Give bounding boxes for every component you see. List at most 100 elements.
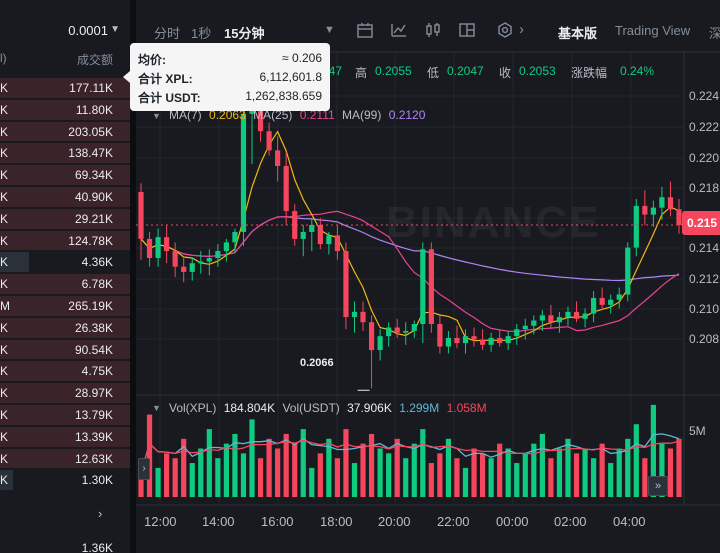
list-item: K 4.36K [0, 251, 130, 273]
volume-bar [232, 433, 238, 497]
vol-ma-red-value: 1.058M [446, 401, 487, 415]
current-price-tag: 0.215 [682, 211, 720, 235]
volume-bar [667, 448, 674, 497]
depth-bar [0, 230, 130, 251]
vol-collapse-icon[interactable]: ▼ [152, 403, 161, 413]
trade-amount: 203.05K [68, 124, 113, 139]
panel-divider[interactable] [130, 0, 136, 553]
trade-amount: 69.34K [74, 168, 113, 183]
vol-xpl-value: 184.804K [223, 401, 276, 415]
calendar-icon[interactable] [356, 21, 374, 39]
volume-bar [283, 433, 289, 497]
candle [573, 311, 580, 319]
volume-bar [445, 438, 452, 497]
column-header-quantity: l) [0, 51, 7, 65]
candle [360, 311, 366, 323]
trade-amount: 1.36K [81, 541, 113, 553]
trade-amount: 6.78K [81, 277, 113, 292]
candle [616, 294, 622, 300]
volume-bar [420, 429, 426, 497]
trade-amount: 4.75K [81, 364, 113, 379]
depth-bar [0, 99, 130, 120]
scroll-left-button[interactable]: › [138, 458, 150, 480]
trade-unit: M [0, 298, 10, 313]
tab-1s[interactable]: 1秒 [191, 26, 212, 41]
precision-selector[interactable]: 0.0001 ▼ [0, 20, 130, 42]
list-item: K 124.78K [0, 230, 130, 252]
volume-bar [625, 438, 631, 497]
x-axis-label: 02:00 [554, 514, 587, 529]
trade-amount: 40.90K [74, 189, 113, 204]
tab-time[interactable]: 分时 [154, 26, 181, 41]
candle [292, 211, 298, 239]
candle [625, 247, 631, 295]
candle [283, 165, 289, 212]
candle [317, 225, 323, 245]
candle [659, 197, 665, 208]
tab-depth[interactable]: 深 [709, 26, 720, 41]
chevron-right-icon[interactable]: › [98, 506, 103, 521]
volume-bar [257, 458, 264, 497]
trade-amount: 265.19K [68, 298, 113, 313]
candle [642, 205, 648, 215]
list-item: K 26.38K [0, 317, 130, 339]
volume-bar [522, 453, 528, 497]
volume-bar [676, 438, 682, 497]
volume-bar [240, 453, 247, 497]
candle [386, 327, 392, 337]
volume-axis-label: 5M [689, 424, 706, 438]
volume-bar [582, 448, 588, 497]
y-axis-label: 0.208 [689, 332, 720, 346]
candlestick-chart[interactable] [136, 0, 720, 553]
volume-bar [266, 438, 272, 497]
volume-bar [223, 443, 229, 497]
trades-panel: 0.0001 ▼ l) 成交额 K 177.11K K 11.80K K 203.05K K… [0, 0, 130, 553]
depth-bar [0, 317, 130, 338]
trade-amount: 124.78K [68, 233, 113, 248]
trade-unit: K [0, 124, 9, 139]
volume-bar [659, 443, 665, 497]
trade-unit: K [0, 277, 9, 292]
list-item: K 203.05K [0, 121, 130, 143]
ma99-value: 0.2120 [388, 108, 426, 122]
trade-amount: 12.63K [74, 451, 113, 466]
candle-type-icon[interactable] [424, 21, 442, 39]
list-item: K 6.78K [0, 273, 130, 295]
candle [531, 320, 537, 326]
trade-amount: 11.80K [75, 102, 113, 117]
ma7-label: MA(7) [169, 108, 202, 122]
tab-15m[interactable]: 15分钟 [224, 26, 265, 41]
interval-dropdown-icon[interactable]: ▼ [324, 24, 335, 36]
volume-bar [368, 433, 375, 497]
vol-usdt-value: 37.906K [347, 401, 392, 415]
change-value: 0.24% [620, 64, 655, 78]
volume-bar [462, 467, 469, 497]
ma7-value: 0.2063 [209, 108, 246, 122]
candle [198, 261, 204, 264]
volume-bar [616, 448, 622, 497]
layout-icon[interactable] [458, 21, 476, 39]
indicator-icon[interactable] [390, 21, 408, 39]
hover-tooltip: 均价: ≈ 0.206 合计 XPL: 6,112,601.8 合计 USDT:… [123, 43, 330, 111]
trade-amount: 1.30K [81, 473, 113, 488]
chevron-right-icon[interactable]: › [519, 21, 524, 38]
tooltip-arrow [123, 71, 130, 83]
depth-bar [0, 404, 130, 425]
depth-bar [0, 208, 130, 229]
candle [240, 113, 247, 232]
ma-collapse-icon[interactable]: ▼ [152, 111, 161, 121]
candle [411, 324, 417, 331]
volume-bar [428, 463, 434, 497]
trade-unit: K [0, 211, 9, 226]
tab-basic[interactable]: 基本版 [558, 26, 598, 41]
x-axis-label: 14:00 [202, 514, 235, 529]
scroll-to-latest-button[interactable]: » [648, 476, 668, 496]
candle [309, 225, 315, 232]
list-item: K 90.54K [0, 339, 130, 361]
candle [667, 197, 674, 210]
settings-icon[interactable] [496, 21, 514, 39]
tab-tradingview[interactable]: Trading View [615, 23, 691, 38]
volume-bar [343, 429, 349, 497]
volume-bar [172, 458, 178, 497]
volume-bar [292, 443, 298, 497]
